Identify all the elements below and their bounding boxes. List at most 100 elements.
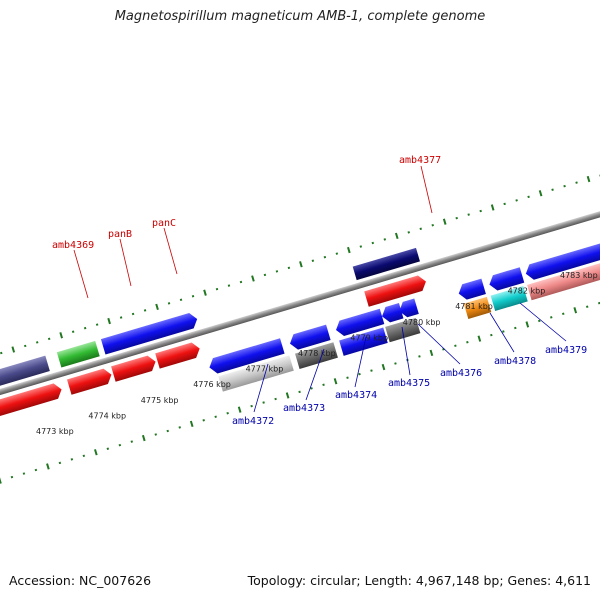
top-scale-tick [299,261,303,268]
gene-panC[interactable] [100,311,200,355]
kbp-label: 4774 kbp [88,411,126,420]
bottom-scale-tick [429,349,434,357]
bottom-scale-tick [454,344,457,347]
gene-orange[interactable] [463,296,492,319]
label-amb4373[interactable]: amb4373 [283,403,325,414]
gene-amb4374[interactable] [334,308,385,338]
gene-red-2[interactable] [66,367,114,395]
top-scale-tick [407,231,411,234]
label-panC[interactable]: panC [152,218,176,229]
top-scale-tick [0,351,3,355]
kbp-label: 4778 kbp [298,349,336,358]
bottom-scale-tick [106,447,110,450]
bottom-scale-tick [250,404,253,408]
top-scale-tick [239,280,243,284]
top-scale-tick [467,213,470,216]
gene-pink[interactable] [527,251,600,301]
gene-amb4372[interactable] [207,338,285,375]
gene-amb4373[interactable] [288,324,331,352]
gene-amb4379[interactable] [524,233,600,281]
bottom-scale-tick [82,454,86,458]
gene-amb4372-gray[interactable] [218,355,294,392]
bottom-scale-tick [237,406,242,413]
top-scale-tick [11,346,16,353]
bottom-scale-tick [298,390,301,394]
top-scale-tick [107,317,111,325]
gene-amb4376[interactable] [397,298,419,318]
gene-amb4369[interactable] [0,355,50,400]
gene-labels: amb4369 panB panC amb4377 amb4372 amb437… [52,155,587,427]
bottom-scale-tick [178,426,181,429]
kbp-label: 4776 kbp [193,380,231,389]
bottom-scale-tick [166,429,169,433]
bottom-scale-tick [333,378,338,385]
gene-red-3[interactable] [111,354,158,382]
top-scale-tick [119,316,123,319]
gene-amb4373-gray[interactable] [295,342,338,369]
bottom-scale-tick [141,434,146,442]
leader-amb4375 [401,326,411,376]
top-scale-tick [383,238,387,241]
topology-text: Topology: circular; Length: 4,967,148 bp… [247,573,591,588]
top-scale-tick [455,216,458,220]
gene-amb4375[interactable] [380,303,404,324]
top-scale-tick [323,255,327,259]
bottom-scale-tick [466,340,469,344]
bottom-scale-tick [502,330,505,333]
gene-red-4[interactable] [155,341,202,369]
label-amb4369[interactable]: amb4369 [52,240,94,251]
kbp-label: 4773 kbp [36,427,74,436]
kbp-label: 4777 kbp [246,365,284,374]
top-scale-tick [83,326,87,330]
top-scale-tick [551,188,554,191]
gene-amb4377[interactable] [352,247,420,281]
leader-amb4372 [253,363,269,413]
gene-red-1[interactable] [0,382,64,428]
top-scale-tick [155,303,159,311]
gene-red-5[interactable] [364,274,428,307]
label-amb4375[interactable]: amb4375 [388,378,430,389]
label-amb4377[interactable]: amb4377 [399,155,441,166]
gene-amb4378-b[interactable] [487,267,525,292]
kbp-label: 4780 kbp [403,318,441,327]
top-scale-tick [538,190,543,197]
gene-amb4374-b[interactable] [339,327,388,356]
bottom-scale-tick [562,312,565,316]
leader-amb4378 [489,312,515,353]
gene-cyan[interactable] [490,286,528,312]
gene-amb4378[interactable] [456,278,486,302]
label-amb4372[interactable]: amb4372 [232,416,274,427]
bottom-scale-tick [514,326,517,330]
top-scale-tick [442,218,447,225]
label-amb4378[interactable]: amb4378 [494,356,536,367]
label-amb4379[interactable]: amb4379 [545,345,587,356]
bottom-scale-tick [202,419,205,422]
bottom-scale-tick [346,376,349,379]
accession-text: Accession: NC_007626 [9,573,152,588]
top-scale-tick [335,252,339,255]
bottom-scale-tick [130,440,134,443]
top-scale-tick [47,337,51,341]
top-scale-tick [287,266,291,270]
top-scale [0,174,600,355]
bottom-scale-tick [94,449,98,456]
bottom-scale-tick [477,335,482,342]
bottom-scale-tick [285,392,290,399]
kbp-label: 4775 kbp [141,396,179,405]
bottom-scale-tick [118,443,122,447]
top-scale-tick [35,341,39,344]
label-amb4374[interactable]: amb4374 [335,390,377,401]
label-panB[interactable]: panB [108,229,132,240]
top-scale-tick [71,330,75,333]
kbp-label: 4782 kbp [508,287,546,296]
top-scale-tick [527,195,530,199]
bottom-scale-tick [10,475,14,479]
label-amb4376[interactable]: amb4376 [440,368,482,379]
bottom-scale-tick [573,307,578,314]
bottom-scale-tick [154,433,158,436]
gene-panB[interactable] [56,340,100,368]
top-scale-tick [251,275,255,282]
bottom-scale-tick [418,355,421,358]
bottom-scale-tick [381,363,386,371]
top-scale-tick [431,223,434,227]
